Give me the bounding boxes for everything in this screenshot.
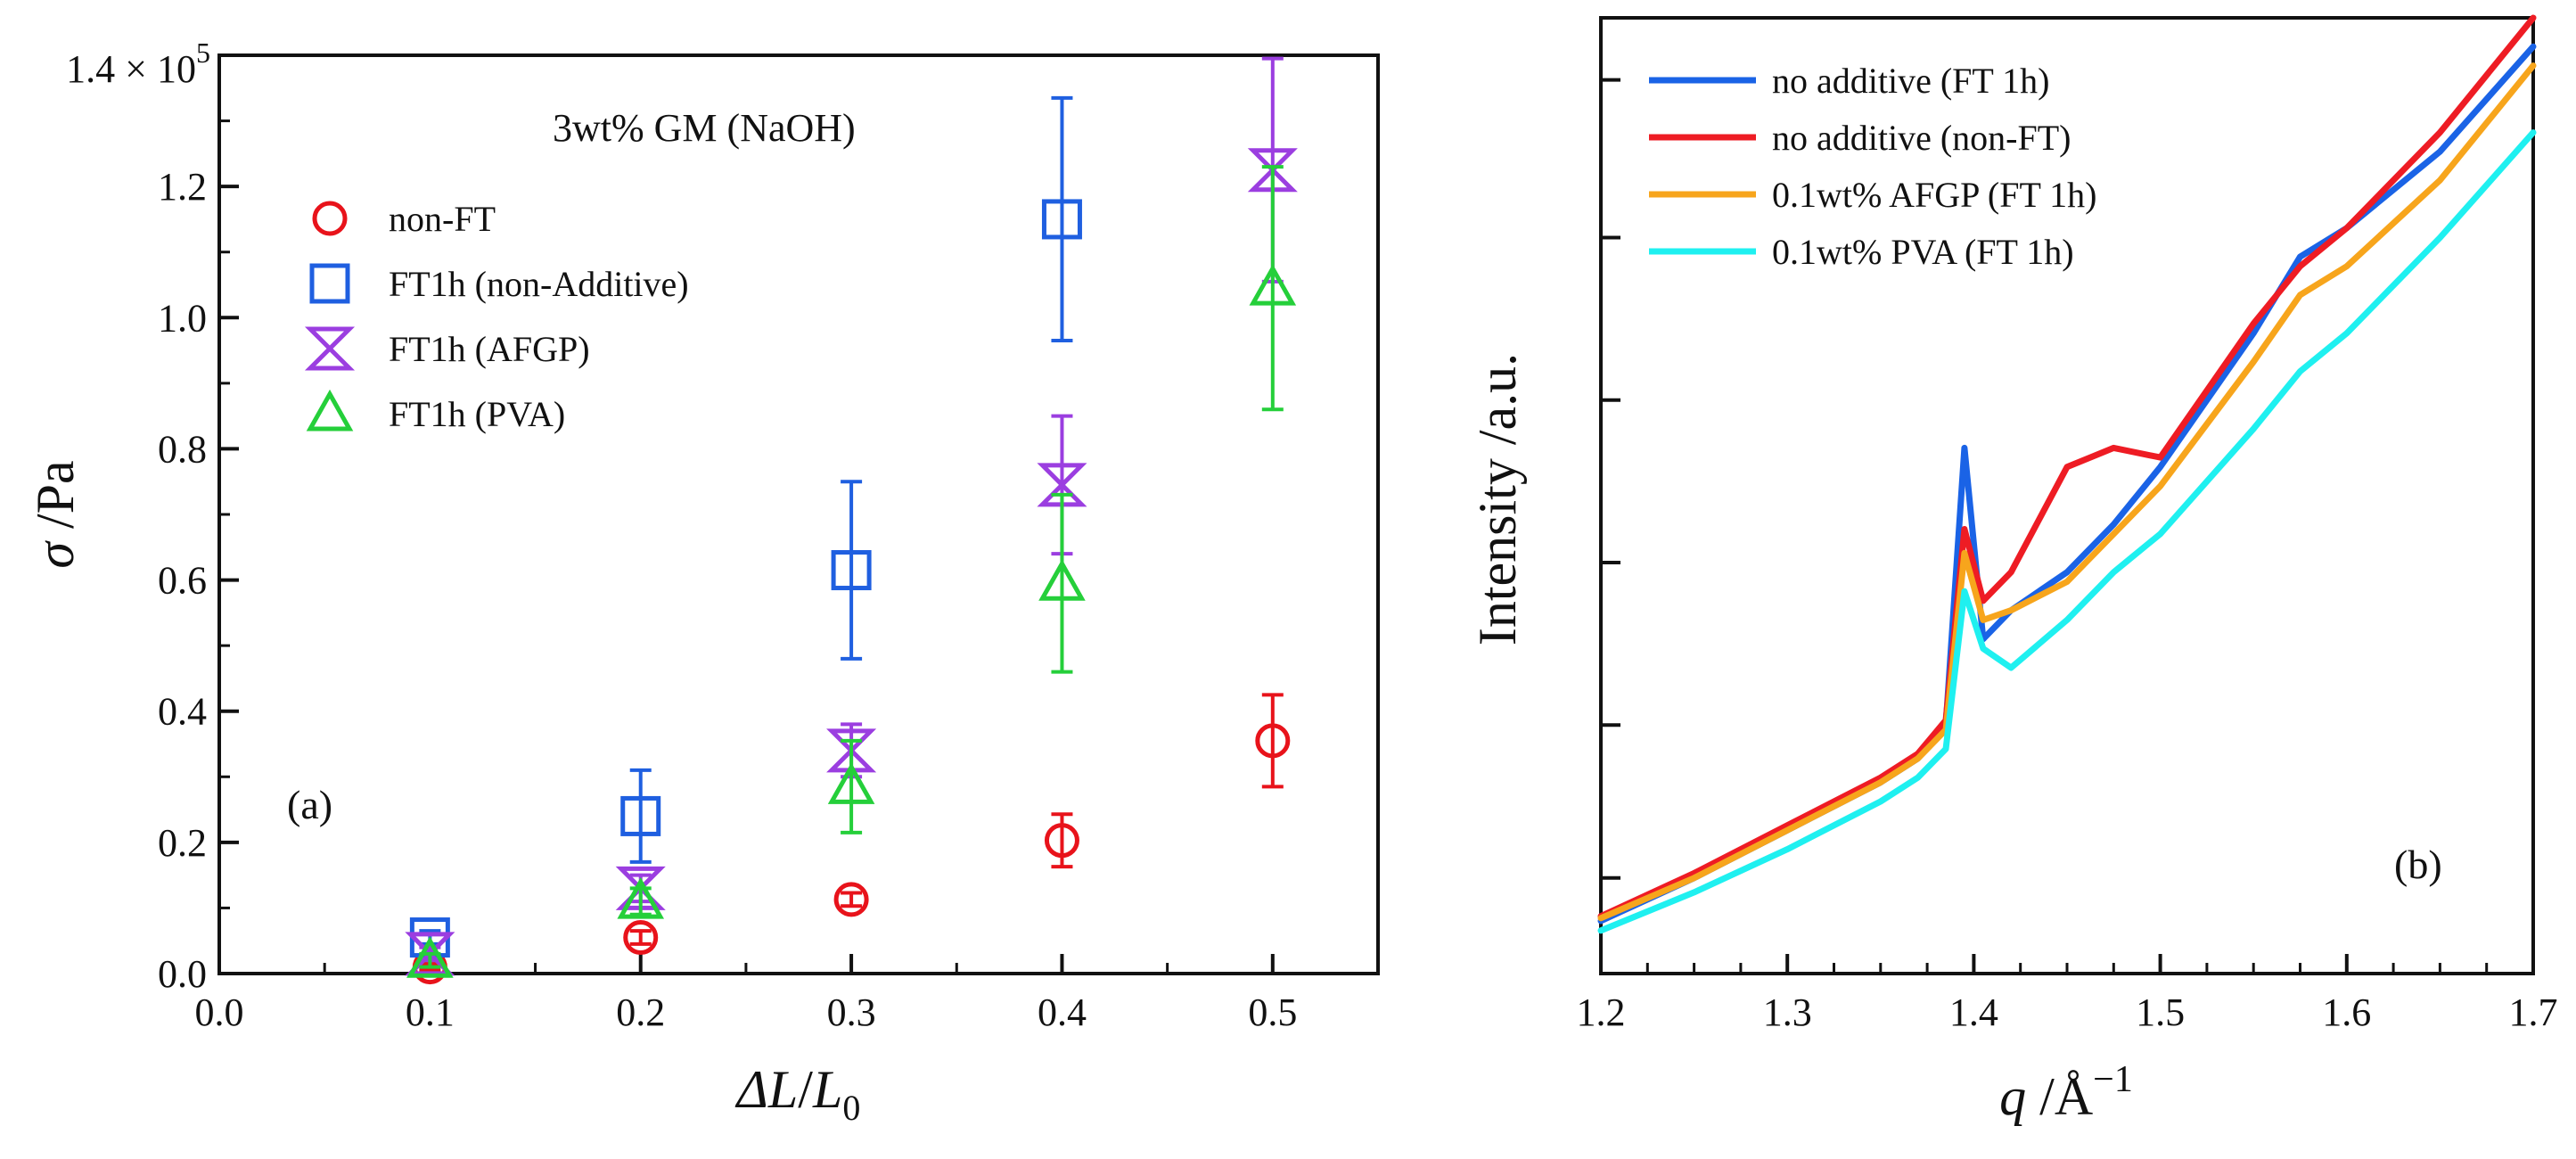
- y-tick-label: 0.6: [158, 559, 207, 603]
- panel-a-annotation: 3wt% GM (NaOH): [553, 106, 856, 150]
- x-tick-label: 1.2: [1577, 990, 1626, 1034]
- panel-b-y-ticks: [1601, 80, 1620, 878]
- panel-b-x-ticks: 1.2 1.3 1.4 1.5 1.6 1.7: [1577, 954, 2558, 1034]
- panel-a-label: (a): [287, 782, 332, 827]
- legend-label: FT1h (AFGP): [389, 329, 590, 369]
- panel-b-label: (b): [2394, 842, 2442, 887]
- y-tick-label: 0.4: [158, 690, 207, 734]
- panel-b-y-axis-title: Intensity /a.u.: [1468, 353, 1527, 645]
- panel-a-x-axis-title: ΔL/L0: [735, 1060, 861, 1128]
- panel-a-x-ticks: 0.0 0.1 0.2 0.3 0.4 0.5: [195, 954, 1298, 1034]
- panel-a-y-multiplier: 1.4 × 105: [66, 37, 210, 91]
- legend-label: FT1h (non-Additive): [389, 264, 689, 304]
- x-tick-label: 0.3: [827, 990, 876, 1034]
- x-tick-label: 1.7: [2509, 990, 2558, 1034]
- y-tick-label: 1.0: [158, 296, 207, 340]
- legend-marker: [312, 266, 348, 301]
- y-tick-label: 1.2: [158, 165, 207, 209]
- legend-label: no additive (FT 1h): [1772, 61, 2049, 101]
- panel-a-y-ticks: 0.0 0.2 0.4 0.6 0.8 1.0 1.2: [158, 55, 239, 996]
- legend-marker: [315, 203, 345, 234]
- legend-label: FT1h (PVA): [389, 394, 565, 434]
- panel-b-legend: no additive (FT 1h) no additive (non-FT) 0…: [1649, 61, 2097, 272]
- y-tick-label: 0.8: [158, 427, 207, 471]
- x-tick-label: 1.6: [2322, 990, 2371, 1034]
- y-tick-label: 0.0: [158, 952, 207, 996]
- x-tick-label: 1.4: [1949, 990, 1998, 1034]
- x-tick-label: 1.3: [1763, 990, 1812, 1034]
- legend-label: 0.1wt% AFGP (FT 1h): [1772, 175, 2097, 215]
- legend-label: no additive (non-FT): [1772, 118, 2071, 158]
- x-tick-label: 0.2: [616, 990, 665, 1034]
- panel-a-plot-frame: [219, 55, 1378, 974]
- legend-label: non-FT: [389, 199, 496, 239]
- legend-marker: [310, 329, 349, 368]
- y-tick-label: 0.2: [158, 821, 207, 865]
- figure: 0.0 0.2 0.4 0.6 0.8 1.0 1.2 0.0 0.1 0.2 0.3 0.4 0.5…: [0, 0, 2576, 1159]
- x-tick-label: 1.5: [2136, 990, 2185, 1034]
- legend-marker: [310, 394, 349, 429]
- panel-a-sigma-vs-strain: 0.0 0.2 0.4 0.6 0.8 1.0 1.2 0.0 0.1 0.2 0.3 0.4 0.5…: [26, 37, 1378, 1128]
- panel-b-plot-frame: [1601, 18, 2533, 974]
- panel-a-data-marks: [410, 59, 1292, 982]
- x-tick-label: 0.4: [1038, 990, 1087, 1034]
- x-tick-label: 0.0: [195, 990, 244, 1034]
- legend-label: 0.1wt% PVA (FT 1h): [1772, 232, 2074, 272]
- x-tick-label: 0.5: [1248, 990, 1297, 1034]
- panel-b-intensity-vs-q: 1.2 1.3 1.4 1.5 1.6 1.7 no additive (FT 1h)no…: [1468, 18, 2558, 1126]
- panel-a-y-axis-title: σ /Pa: [26, 460, 85, 568]
- series-square: [412, 98, 1079, 956]
- panel-b-x-axis-title: q /Å−1: [1999, 1059, 2133, 1126]
- panel-a-legend: non-FT FT1h (non-Additive) FT1h (AFGP) FT1h…: [310, 199, 689, 434]
- x-tick-label: 0.1: [406, 990, 455, 1034]
